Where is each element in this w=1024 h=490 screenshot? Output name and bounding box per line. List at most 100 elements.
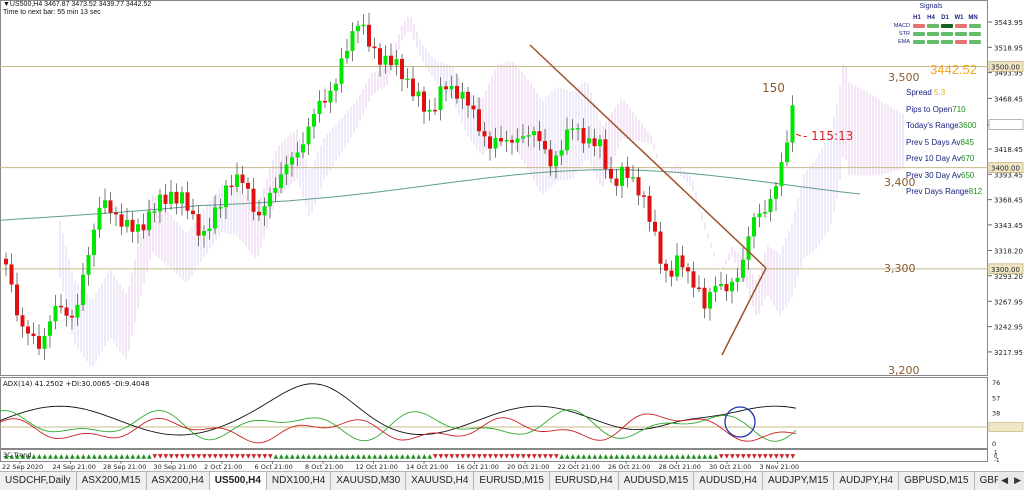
bear-candle <box>510 139 514 143</box>
bull-candle <box>713 286 718 293</box>
level-3300-label: 3,300 <box>884 262 916 275</box>
trend-up-icon: ▲ <box>37 453 42 460</box>
trend-up-icon: ▲ <box>131 453 136 460</box>
bear-candle <box>108 200 113 213</box>
bull-candle <box>785 142 789 163</box>
bull-candle <box>273 187 278 193</box>
bull-candle <box>719 284 723 287</box>
bull-candle <box>356 25 360 32</box>
bull-candle <box>295 152 300 158</box>
bull-candle <box>405 78 410 81</box>
stat-row: Today's Range3600 <box>906 118 986 135</box>
bull-candle <box>207 228 212 231</box>
chart-tab[interactable]: XAUUSD,M30 <box>331 472 407 490</box>
trend-up-icon: ▲ <box>312 453 317 460</box>
bull-candle <box>565 129 569 151</box>
bull-candle <box>763 212 767 214</box>
signal-cell <box>955 24 967 28</box>
trend-up-icon: ▲ <box>285 453 290 460</box>
bull-candle <box>180 192 184 204</box>
tab-scroll-right-icon[interactable]: ▶ <box>1014 475 1021 485</box>
trend-down-icon: ▼ <box>180 453 185 460</box>
bear-candle <box>4 258 8 265</box>
tab-scroll-left-icon[interactable]: ◀ <box>1001 475 1009 485</box>
trend-up-icon: ▲ <box>620 453 625 460</box>
chart-tab[interactable]: EURUSD,M15 <box>474 472 550 490</box>
trend-down-icon: ▼ <box>202 453 207 460</box>
trend-down-icon: ▼ <box>461 453 466 460</box>
bear-candle <box>543 141 547 150</box>
trend-up-icon: ▲ <box>593 453 598 460</box>
trend-down-icon: ▼ <box>466 453 471 460</box>
chart-tab[interactable]: USDCHF,Daily <box>0 472 77 490</box>
level-3500-label: 3,500 <box>888 71 920 84</box>
bar-timer: Time to next bar: 55 min 13 sec <box>3 9 101 16</box>
chart-tab[interactable]: GBPUSD,M15 <box>899 472 975 490</box>
trend-up-icon: ▲ <box>340 453 345 460</box>
support-resistance-levels <box>0 65 988 270</box>
trend-down-icon: ▼ <box>477 453 482 460</box>
chart-tab[interactable]: XAUUSD,H4 <box>406 472 475 490</box>
tab-scroll-arrows[interactable]: ◀ ▶ <box>998 472 1024 490</box>
stat-row: Pips to Open710 <box>906 102 986 119</box>
trend-up-icon: ▲ <box>15 453 20 460</box>
bull-candle <box>92 229 96 256</box>
trend-down-icon: ▼ <box>494 453 499 460</box>
trend-down-icon: ▼ <box>510 453 515 460</box>
chart-tab[interactable]: ASX200,H4 <box>146 472 210 490</box>
chart-tab[interactable]: NDX100,H4 <box>266 472 332 490</box>
price-level-tag-label: 3500.00 <box>991 63 1020 71</box>
bear-candle <box>114 212 118 215</box>
trend-up-icon: ▲ <box>395 453 400 460</box>
trend-up-icon: ▲ <box>384 453 389 460</box>
price-tick-label: 3293.20 <box>994 273 1023 281</box>
price-level-tag <box>988 162 1024 173</box>
price-tick-label: 3368.45 <box>994 197 1023 205</box>
trend-up-icon: ▲ <box>103 453 108 460</box>
bear-candle <box>185 192 190 211</box>
chart-tab[interactable]: ASX200,M15 <box>76 472 147 490</box>
signal-row-label: MACD <box>893 23 910 29</box>
chart-tab[interactable]: AUDUSD,H4 <box>694 472 763 490</box>
bear-candle <box>653 221 657 232</box>
signal-timeframe: H4 <box>927 15 935 21</box>
trend-down-icon: ▼ <box>153 453 158 460</box>
bear-candle <box>548 149 553 167</box>
bear-candle <box>433 109 437 112</box>
time-tick-label: 14 Oct 21:00 <box>406 463 448 471</box>
signal-cell <box>927 40 939 44</box>
trend-down-icon: ▼ <box>191 453 196 460</box>
signals-panel: Signals H1 H4 D1 W1 MN MACD STR EMA <box>878 3 984 45</box>
trend-down-icon: ▼ <box>257 453 262 460</box>
trend-up-icon: ▲ <box>26 453 31 460</box>
trend-down-icon: ▼ <box>774 453 779 460</box>
chart-tab[interactable]: AUDUSD,M15 <box>618 472 695 490</box>
trend-up-icon: ▲ <box>565 453 570 460</box>
trend-up-icon: ▲ <box>147 453 152 460</box>
bull-candle <box>97 207 102 230</box>
indicator-frame <box>0 377 988 449</box>
trend-up-icon: ▲ <box>48 453 53 460</box>
trend-up-icon: ▲ <box>54 453 59 460</box>
bull-candle <box>279 174 283 188</box>
price-tick-label: 3217.95 <box>994 349 1023 357</box>
chart-tab[interactable]: EURUSD,H4 <box>549 472 619 490</box>
signal-cell <box>941 24 953 28</box>
chart-tab[interactable]: AUDJPY,H4 <box>834 472 900 490</box>
stats-panel: Spread 5.3 Pips to Open710 Today's Range36… <box>906 85 986 201</box>
bear-candle <box>691 271 696 288</box>
trend-down-icon: ▼ <box>763 453 768 460</box>
stat-value: 845 <box>960 137 974 147</box>
adx-axis-label: 76 <box>992 379 1000 387</box>
bear-candle <box>64 307 69 316</box>
trend-up-icon: ▲ <box>32 453 37 460</box>
chart-tab[interactable]: US500,H4 <box>209 472 267 490</box>
bull-candle <box>587 138 591 144</box>
time-tick-label: 6 Oct 21:00 <box>255 463 293 471</box>
signal-timeframe: D1 <box>941 15 949 21</box>
chart-tab[interactable]: AUDJPY,M15 <box>762 472 835 490</box>
bear-candle <box>642 195 646 197</box>
bear-candle <box>31 333 36 337</box>
bear-candle <box>482 131 487 137</box>
